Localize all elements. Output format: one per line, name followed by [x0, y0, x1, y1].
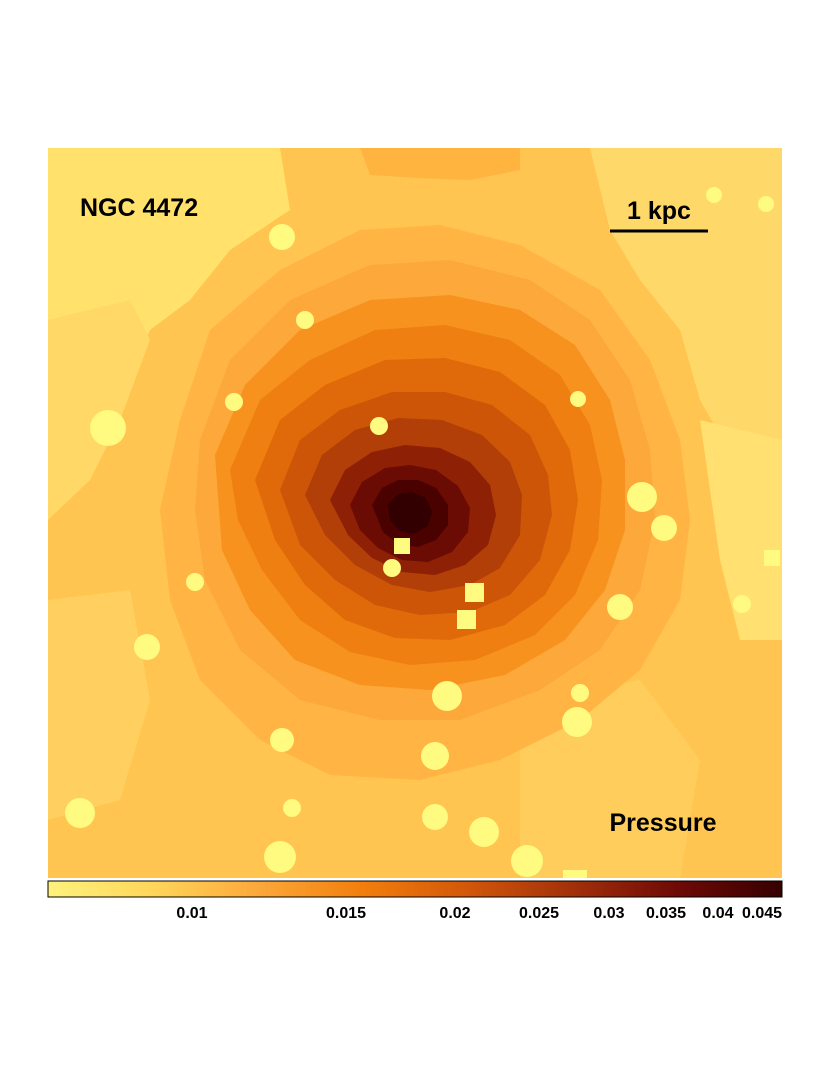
point-source: [270, 728, 294, 752]
point-source: [422, 804, 448, 830]
colorbar-tick-label: 0.045: [742, 905, 782, 922]
map-quantity-label: Pressure: [609, 809, 716, 837]
point-source: [651, 515, 677, 541]
point-source: [607, 594, 633, 620]
point-source: [469, 817, 499, 847]
point-source: [563, 870, 587, 878]
point-source: [627, 482, 657, 512]
point-source: [383, 559, 401, 577]
colorbar-tick-label: 0.03: [593, 905, 624, 922]
point-source: [394, 538, 410, 554]
colorbar-tick-label: 0.035: [646, 905, 686, 922]
excluded-point-sources: [65, 187, 780, 878]
point-source: [733, 595, 751, 613]
point-source: [764, 550, 780, 566]
colorbar: 0.01 0.015 0.02 0.025 0.03 0.035 0.04 0.…: [47, 880, 783, 922]
point-source: [269, 224, 295, 250]
point-source: [465, 583, 484, 602]
point-source: [65, 798, 95, 828]
scale-bar-label: 1 kpc: [627, 197, 691, 225]
point-source: [421, 742, 449, 770]
point-source: [457, 610, 476, 629]
point-source: [432, 681, 462, 711]
point-source: [186, 573, 204, 591]
pressure-map-image: [48, 148, 782, 878]
point-source: [562, 707, 592, 737]
colorbar-tick-label: 0.025: [519, 905, 559, 922]
point-source: [283, 799, 301, 817]
colorbar-tick-label: 0.04: [702, 905, 733, 922]
point-source: [296, 311, 314, 329]
object-label: NGC 4472: [80, 194, 198, 222]
point-source: [134, 634, 160, 660]
point-source: [370, 417, 388, 435]
point-source: [511, 845, 543, 877]
colorbar-gradient: [47, 880, 783, 898]
map-colorbar-separator: [48, 878, 782, 881]
pressure-contours: [160, 225, 690, 780]
colorbar-tick-label: 0.01: [176, 905, 207, 922]
point-source: [225, 393, 243, 411]
point-source: [570, 391, 586, 407]
colorbar-tick-label: 0.02: [439, 905, 470, 922]
colorbar-tick-label: 0.015: [326, 905, 366, 922]
point-source: [264, 841, 296, 873]
point-source: [571, 684, 589, 702]
point-source: [758, 196, 774, 212]
point-source: [706, 187, 722, 203]
point-source: [90, 410, 126, 446]
